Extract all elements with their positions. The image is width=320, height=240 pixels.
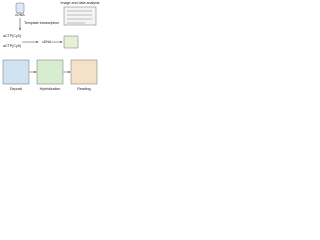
- dye-label: aCTP(Cy5): [3, 44, 21, 48]
- hybridization-panel: [36, 59, 64, 85]
- step-label: Hybridization: [40, 87, 61, 91]
- sample-label: cDNA: [15, 13, 25, 17]
- transcription-label: Template transcription: [24, 21, 59, 25]
- analysis-label: Image and data analysis: [61, 1, 100, 5]
- page: cDNA Template transcription Image and da…: [0, 0, 100, 95]
- analysis-box: [63, 6, 97, 26]
- diagram: cDNA Template transcription Image and da…: [2, 1, 100, 91]
- reading-panel: [70, 59, 98, 85]
- dye-label: aCTP(Cy3): [3, 34, 21, 38]
- analysis-lines: [67, 10, 92, 24]
- tube-icon: [15, 2, 25, 14]
- target-label: cDNA: [42, 40, 52, 44]
- chip-icon: [63, 35, 79, 49]
- step-label: Deposit: [10, 87, 22, 91]
- step-label: Reading: [77, 87, 90, 91]
- deposit-panel: [2, 59, 30, 85]
